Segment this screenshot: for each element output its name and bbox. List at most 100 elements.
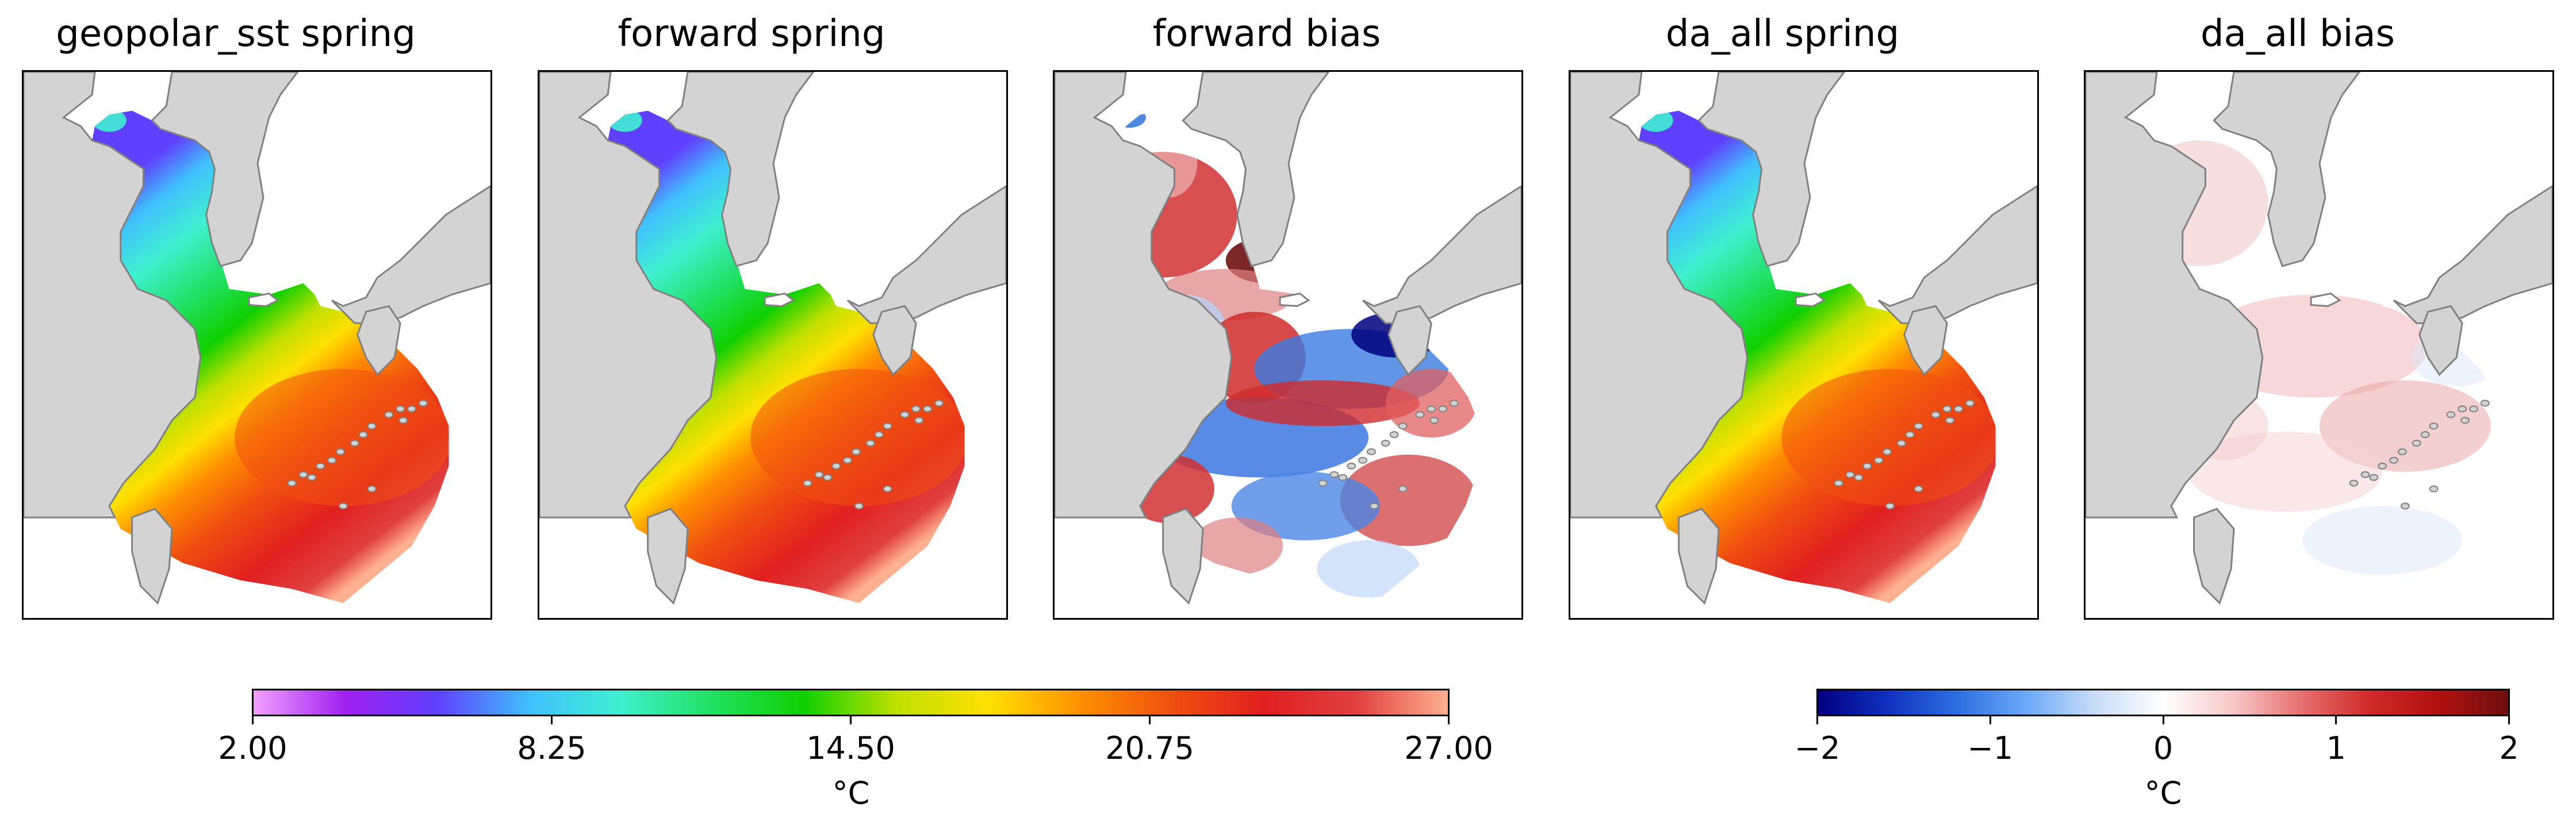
bohai-cold-patch [92, 110, 126, 132]
island [2400, 502, 2410, 510]
island [350, 439, 359, 447]
map-panel-geopolar-sst [22, 70, 492, 620]
island [398, 417, 408, 424]
island [316, 462, 325, 470]
taiwan-landmass [131, 508, 173, 605]
island [1381, 439, 1390, 447]
bohai-cold-patch [608, 110, 642, 132]
island [1954, 405, 1963, 413]
island [865, 439, 875, 447]
bias-tick-mark [2335, 716, 2337, 724]
island [911, 405, 921, 413]
island [1429, 417, 1439, 424]
taiwan-landmass [1678, 508, 1720, 605]
island [367, 423, 377, 430]
bias-colorbar [1816, 689, 2510, 716]
island [2360, 471, 2370, 478]
island [1338, 474, 1348, 481]
island [2349, 479, 2359, 487]
island [843, 456, 852, 464]
island [335, 448, 345, 455]
island [883, 485, 892, 493]
island [1449, 400, 1459, 407]
island [2446, 411, 2456, 419]
bias-anomaly [1317, 540, 1420, 598]
korea-landmass [151, 72, 299, 267]
bias-tick-label: −2 [1794, 730, 1841, 766]
taiwan-landmass [647, 508, 689, 605]
bias-tick-label: 1 [2326, 730, 2346, 766]
island [1389, 431, 1399, 438]
map-panel-forward-bias [1053, 70, 1523, 620]
kyushu-landmass [1903, 305, 1948, 377]
japan-landmass [2393, 185, 2552, 324]
island [1318, 479, 1328, 487]
island [823, 474, 833, 481]
island [1874, 456, 1883, 464]
island [2480, 400, 2490, 407]
korea-landmass [1697, 72, 1846, 267]
sst-tick-label: 14.50 [806, 730, 895, 766]
jeju-island [2310, 292, 2341, 307]
sst-tick-mark [1149, 716, 1151, 724]
sst-colorbar [252, 689, 1450, 716]
island [287, 479, 297, 487]
bias-anomaly [1225, 380, 1420, 427]
jeju-island [248, 292, 279, 307]
jeju-island [1279, 292, 1310, 307]
japan-landmass [1877, 185, 2037, 324]
island [298, 471, 308, 478]
sst-tick-mark [551, 716, 553, 724]
island [1834, 479, 1843, 487]
island [1945, 417, 1955, 424]
sst-tick-label: 20.75 [1105, 730, 1194, 766]
island [358, 431, 368, 438]
island [1398, 423, 1408, 430]
island [874, 431, 884, 438]
bias-anomaly [1191, 517, 1283, 575]
sst-tick-mark [850, 716, 852, 724]
map-panel-da-all-bias [2084, 70, 2554, 620]
taiwan-landmass [1162, 508, 1204, 605]
island [851, 448, 861, 455]
panel-title-5: da_all bias [2201, 13, 2395, 55]
japan-landmass [846, 185, 1006, 324]
japan-landmass [331, 185, 490, 324]
island [2469, 405, 2478, 413]
panel-title-3: forward bias [1152, 13, 1381, 55]
map-panel-da-all-spring [1569, 70, 2039, 620]
island [1369, 502, 1379, 510]
island [2389, 456, 2398, 464]
island [900, 411, 910, 419]
panel-title-2: forward spring [618, 13, 885, 55]
china-landmass [1055, 72, 1233, 519]
island [307, 474, 317, 481]
island [914, 417, 924, 424]
sst-tick-label: 8.25 [517, 730, 586, 766]
island [1942, 405, 1952, 413]
bias-tick-mark [1816, 716, 1818, 724]
island [1905, 431, 1915, 438]
map-panel-forward-spring [538, 70, 1008, 620]
island [854, 502, 864, 510]
bias-anomaly [1231, 471, 1380, 540]
island [814, 471, 824, 478]
island [1931, 411, 1941, 419]
sst-colorbar-label: °C [832, 775, 870, 811]
island [1438, 405, 1447, 413]
island [2429, 423, 2439, 430]
china-landmass [24, 72, 202, 519]
island [367, 485, 377, 493]
kyushu-landmass [356, 305, 401, 377]
sst-tick-label: 2.00 [218, 730, 288, 766]
island [1854, 474, 1864, 481]
bias-tick-mark [2508, 716, 2510, 724]
bias-anomaly [2302, 506, 2463, 575]
kyushu-landmass [2418, 305, 2463, 377]
china-landmass [2086, 72, 2264, 519]
bias-anomaly [1340, 454, 1477, 546]
island [2412, 439, 2421, 447]
island [327, 456, 336, 464]
bias-tick-label: 2 [2499, 730, 2519, 766]
island [1896, 439, 1906, 447]
